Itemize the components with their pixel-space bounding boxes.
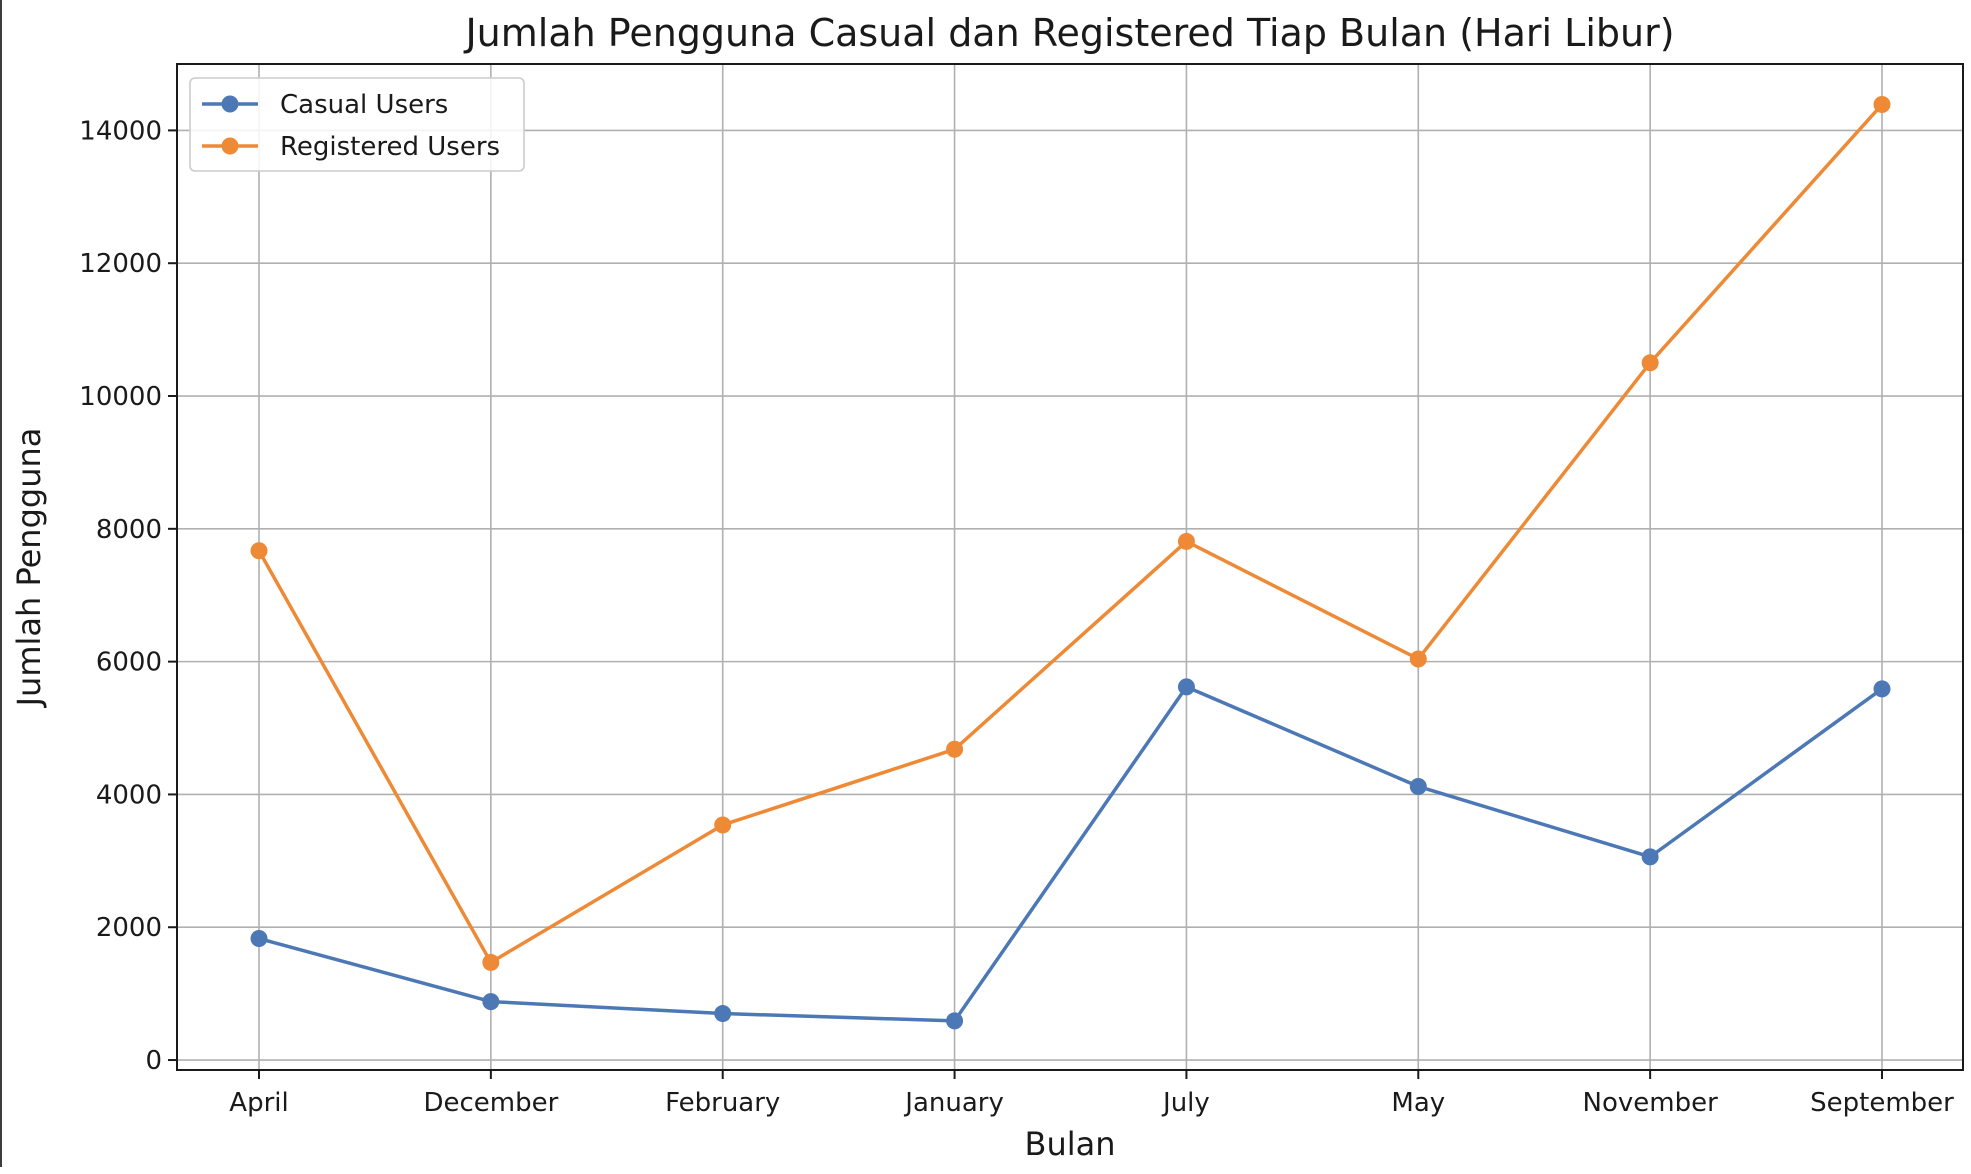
- data-point: [946, 1012, 964, 1030]
- data-point: [1873, 96, 1891, 114]
- y-axis-ticks: 0 2000 4000 6000 8000 10000 12000 14000: [79, 116, 177, 1076]
- legend-box: [189, 77, 525, 172]
- data-point: [482, 993, 500, 1011]
- legend-marker-icon: [221, 137, 239, 155]
- x-tick-label: February: [665, 1088, 780, 1118]
- data-point: [1641, 848, 1659, 866]
- y-tick-label: 14000: [79, 116, 162, 146]
- y-axis-label: Jumlah Pengguna: [10, 428, 48, 709]
- data-point: [1177, 532, 1195, 550]
- chart-title: Jumlah Pengguna Casual dan Registered Ti…: [463, 11, 1674, 55]
- y-tick-label: 8000: [96, 515, 162, 545]
- legend-label: Casual Users: [280, 90, 448, 120]
- x-axis-label: Bulan: [1024, 1125, 1115, 1163]
- x-tick-label: September: [1810, 1088, 1954, 1118]
- data-point: [714, 1005, 732, 1023]
- legend: Casual Users Registered Users: [189, 77, 525, 172]
- data-point: [1409, 777, 1427, 795]
- y-tick-label: 0: [145, 1046, 162, 1076]
- data-point: [1177, 678, 1195, 696]
- legend-marker-icon: [221, 95, 239, 113]
- data-point: [1873, 680, 1891, 698]
- x-axis-ticks: April December February January July May Novem…: [229, 1070, 1954, 1118]
- series-registered-users: [250, 96, 1891, 971]
- x-tick-label: April: [229, 1088, 288, 1118]
- plot-area-frame: [176, 63, 1964, 1071]
- data-point: [1641, 354, 1659, 372]
- y-tick-label: 6000: [96, 648, 162, 678]
- data-point: [1409, 650, 1427, 668]
- x-tick-label: December: [423, 1088, 558, 1118]
- legend-label: Registered Users: [280, 132, 500, 162]
- data-point: [250, 930, 268, 948]
- y-tick-label: 4000: [96, 780, 162, 810]
- series-line: [258, 685, 1884, 1023]
- x-tick-label: July: [1161, 1088, 1210, 1118]
- data-point: [946, 740, 964, 758]
- x-tick-label: May: [1391, 1088, 1445, 1118]
- y-tick-label: 12000: [79, 249, 162, 279]
- series-casual-users: [250, 678, 1891, 1030]
- data-point: [714, 816, 732, 834]
- y-tick-label: 10000: [79, 382, 162, 412]
- x-tick-label: November: [1583, 1088, 1719, 1118]
- y-tick-label: 2000: [96, 913, 162, 943]
- data-point: [250, 542, 268, 560]
- series: [250, 96, 1891, 1030]
- data-point: [482, 953, 500, 971]
- x-tick-label: January: [903, 1088, 1004, 1118]
- series-line: [257, 103, 1884, 965]
